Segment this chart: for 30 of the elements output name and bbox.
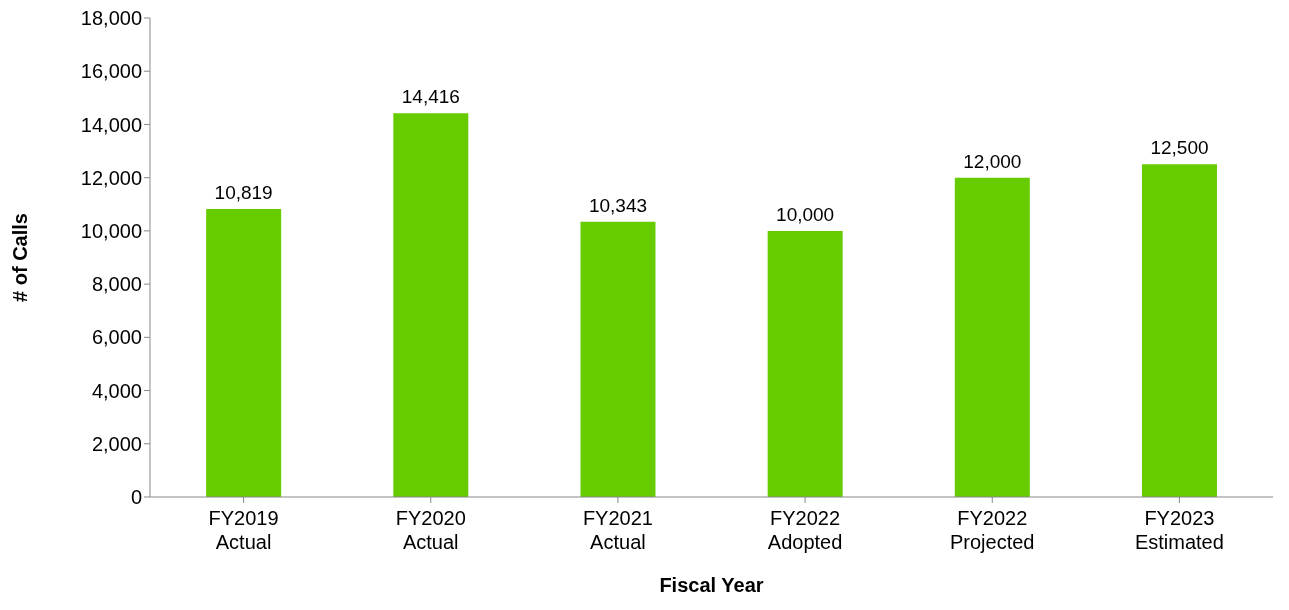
bar (393, 113, 469, 497)
y-axis-title: # of Calls (9, 213, 32, 302)
y-tick-label: 10,000 (80, 219, 142, 242)
y-tick-label: 6,000 (91, 326, 142, 349)
data-label: 10,000 (776, 203, 835, 225)
y-tick-label: 0 (130, 486, 142, 509)
y-tick-label: 8,000 (91, 273, 142, 296)
data-label: 14,416 (401, 86, 460, 108)
bar (954, 177, 1030, 497)
y-tick-label: 18,000 (80, 7, 142, 30)
y-tick-label: 4,000 (91, 379, 142, 402)
x-tick-label: FY2020 Actual (395, 507, 466, 553)
data-label: 12,500 (1150, 137, 1209, 159)
bar (767, 230, 843, 497)
x-axis-title: Fiscal Year (659, 574, 764, 596)
x-tick-label: FY2023 Estimated (1134, 507, 1224, 553)
y-tick-label: 14,000 (80, 113, 142, 136)
bar (1141, 164, 1217, 497)
data-label: 12,000 (963, 150, 1022, 172)
bar (580, 221, 656, 497)
x-tick-label: FY2021 Actual (582, 507, 653, 553)
x-tick-label: FY2019 Actual (208, 507, 279, 553)
x-tick-label: FY2022 Adopted (767, 507, 843, 553)
y-tick-label: 16,000 (80, 60, 142, 83)
bar (206, 209, 282, 497)
y-tick-label: 12,000 (80, 166, 142, 189)
data-label: 10,343 (588, 194, 648, 216)
y-tick-label: 2,000 (91, 432, 142, 455)
data-label: 10,819 (214, 182, 273, 204)
x-tick-label: FY2022 Projected (950, 507, 1035, 553)
